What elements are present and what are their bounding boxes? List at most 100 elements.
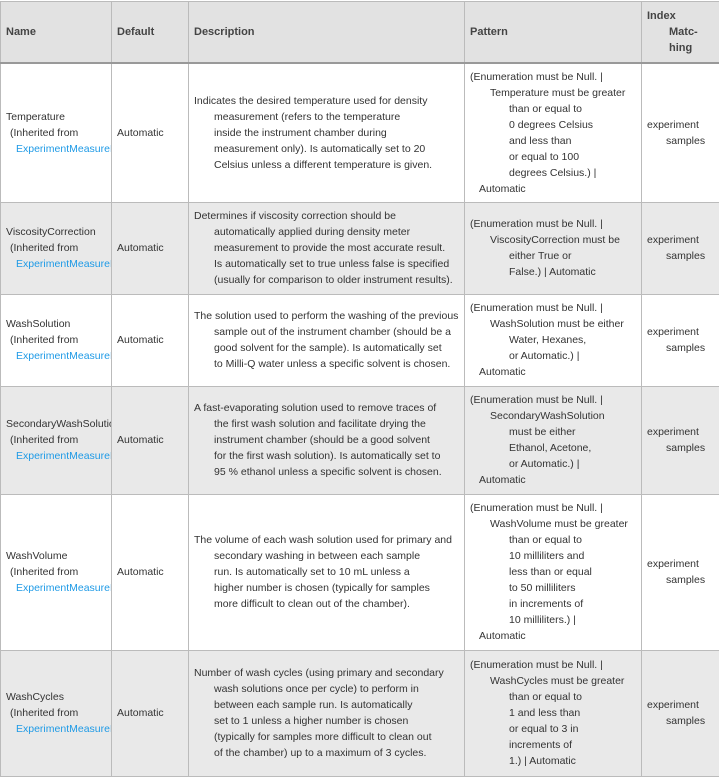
pattern-line: WashSolution must be either <box>490 318 624 330</box>
table-row: WashVolume (Inherited from ExperimentMeasu… <box>0 493 719 651</box>
description-line: run. Is automatically set to 10 mL unles… <box>214 566 410 578</box>
option-name: WashVolume <box>6 550 68 562</box>
default-cell: Automatic <box>111 62 189 203</box>
option-name: WashCycles <box>6 691 64 703</box>
pattern-line: (Enumeration must be Null. | <box>470 302 603 314</box>
inherited-link[interactable]: ExperimentMeasureDensity <box>16 142 111 155</box>
default-cell: Automatic <box>111 293 189 387</box>
description-cell: Number of wash cycles (using primary and… <box>188 649 465 777</box>
pattern-cell: (Enumeration must be Null. | Temperature … <box>464 62 642 203</box>
description-line: The solution used to perform the washing… <box>194 310 459 322</box>
option-name-cell: ViscosityCorrection (Inherited from Experi… <box>0 201 112 295</box>
inherited-label: (Inherited from <box>10 334 79 346</box>
inherited-link[interactable]: ExperimentMeasureDensity <box>16 450 111 462</box>
default-cell: Automatic <box>111 385 189 495</box>
pattern-line: WashCycles must be greater <box>490 675 625 687</box>
option-name-cell: SecondaryWashSolution (Inherited from Expe… <box>0 385 112 495</box>
pattern-line: Automatic <box>479 474 526 486</box>
pattern-line: or Automatic.) | <box>509 458 580 470</box>
option-name-cell: WashCycles (Inherited from ExperimentMeasu… <box>0 649 112 777</box>
index-matching-cell: experiment samples <box>641 385 719 495</box>
pattern-line: increments of <box>509 739 573 751</box>
description-line: measurement (refers to the temperature <box>214 110 401 123</box>
option-name: ViscosityCorrection <box>6 226 96 238</box>
description-cell: The solution used to perform the washing… <box>188 293 465 387</box>
pattern-line: (Enumeration must be Null. | <box>470 394 603 406</box>
description-cell: A fast-evaporating solution used to remo… <box>188 385 465 495</box>
header-description: Description <box>188 1 465 64</box>
option-name: SecondaryWashSolution <box>6 418 112 430</box>
pattern-line: 10 milliliters.) | <box>509 614 576 626</box>
index-matching-cell: experiment samples <box>641 201 719 295</box>
pattern-line: ViscosityCorrection must be <box>490 234 620 246</box>
inherited-link[interactable]: ExperimentMeasureDensity <box>16 723 111 735</box>
description-line: inside the instrument chamber during <box>214 126 387 139</box>
pattern-line: Temperature must be greater <box>490 86 626 99</box>
inherited-link[interactable]: ExperimentMeasureDensity <box>16 582 111 594</box>
table-row: SecondaryWashSolution (Inherited from Expe… <box>0 385 719 495</box>
option-name-cell: Temperature (Inherited from ExperimentMeas… <box>0 62 112 203</box>
table-row: Temperature (Inherited from ExperimentMeas… <box>0 62 719 203</box>
pattern-line: or equal to 3 in <box>509 723 579 735</box>
pattern-line: than or equal to <box>509 102 582 115</box>
pattern-line: in increments of <box>509 598 584 610</box>
description-cell: The volume of each wash solution used fo… <box>188 493 465 651</box>
description-line: Is automatically set to true unless fals… <box>214 258 450 270</box>
pattern-cell: (Enumeration must be Null. | SecondaryWas… <box>464 385 642 495</box>
pattern-line: than or equal to <box>509 534 582 546</box>
option-name: Temperature <box>6 110 65 123</box>
inherited-link[interactable]: ExperimentMeasureDensity <box>16 350 111 362</box>
inherited-label: (Inherited from <box>10 707 79 719</box>
pattern-line: Automatic <box>479 366 526 378</box>
pattern-line: (Enumeration must be Null. | <box>470 502 603 514</box>
pattern-cell: (Enumeration must be Null. | WashCycles m… <box>464 649 642 777</box>
inherited-label: (Inherited from <box>10 242 79 254</box>
description-line: instrument chamber (should be a good sol… <box>214 434 430 446</box>
description-line: measurement only). Is automatically set … <box>214 142 426 155</box>
description-line: 95 % ethanol unless a specific solvent i… <box>214 466 442 478</box>
pattern-line: SecondaryWashSolution <box>490 410 605 422</box>
description-line: wash solutions once per cycle) to perfor… <box>214 683 419 695</box>
pattern-line: (Enumeration must be Null. | <box>470 659 603 671</box>
inherited-link[interactable]: ExperimentMeasureDensity <box>16 258 111 270</box>
pattern-line: Ethanol, Acetone, <box>509 442 592 454</box>
table-row: ViscosityCorrection (Inherited from Experi… <box>0 201 719 295</box>
inherited-label: (Inherited from <box>10 434 79 446</box>
pattern-line: (Enumeration must be Null. | <box>470 70 603 83</box>
header-index-matching: Index Matc-hing <box>641 1 719 64</box>
description-line: set to 1 unless a higher number is chose… <box>214 715 409 727</box>
index-matching-cell: experiment samples <box>641 293 719 387</box>
pattern-line: (Enumeration must be Null. | <box>470 218 603 230</box>
inherited-label: (Inherited from <box>10 126 79 139</box>
pattern-line: degrees Celsius.) | <box>509 166 597 179</box>
pattern-line: to 50 milliliters <box>509 582 576 594</box>
description-line: automatically applied during density met… <box>214 226 411 238</box>
pattern-line: 1.) | Automatic <box>509 755 576 767</box>
description-cell: Determines if viscosity correction shoul… <box>188 201 465 295</box>
description-line: the first wash solution and facilitate d… <box>214 418 426 430</box>
description-line: more difficult to clean out of the chamb… <box>214 598 410 610</box>
description-line: secondary washing in between each sample <box>214 550 421 562</box>
pattern-line: than or equal to <box>509 691 582 703</box>
description-line: good solvent for the sample). Is automat… <box>214 342 442 354</box>
pattern-line: 10 milliliters and <box>509 550 585 562</box>
description-line: measurement to provide the most accurate… <box>214 242 446 254</box>
header-name: Name <box>0 1 112 64</box>
pattern-line: Automatic <box>479 630 526 642</box>
pattern-line: or Automatic.) | <box>509 350 580 362</box>
pattern-cell: (Enumeration must be Null. | ViscosityCor… <box>464 201 642 295</box>
pattern-line: either True or <box>509 250 572 262</box>
description-line: A fast-evaporating solution used to remo… <box>194 402 437 414</box>
table-row: WashCycles (Inherited from ExperimentMeasu… <box>0 649 719 777</box>
pattern-line: False.) | Automatic <box>509 266 596 278</box>
pattern-line: 0 degrees Celsius <box>509 118 594 131</box>
description-line: to Milli-Q water unless a specific solve… <box>214 358 451 370</box>
header-row: Name Default Description Pattern Index Ma… <box>0 1 719 64</box>
description-line: The volume of each wash solution used fo… <box>194 534 452 546</box>
pattern-line: WashVolume must be greater <box>490 518 628 530</box>
pattern-line: and less than <box>509 134 572 147</box>
pattern-line: Water, Hexanes, <box>509 334 587 346</box>
header-pattern: Pattern <box>464 1 642 64</box>
description-line: Celsius unless a different temperature i… <box>214 158 433 171</box>
